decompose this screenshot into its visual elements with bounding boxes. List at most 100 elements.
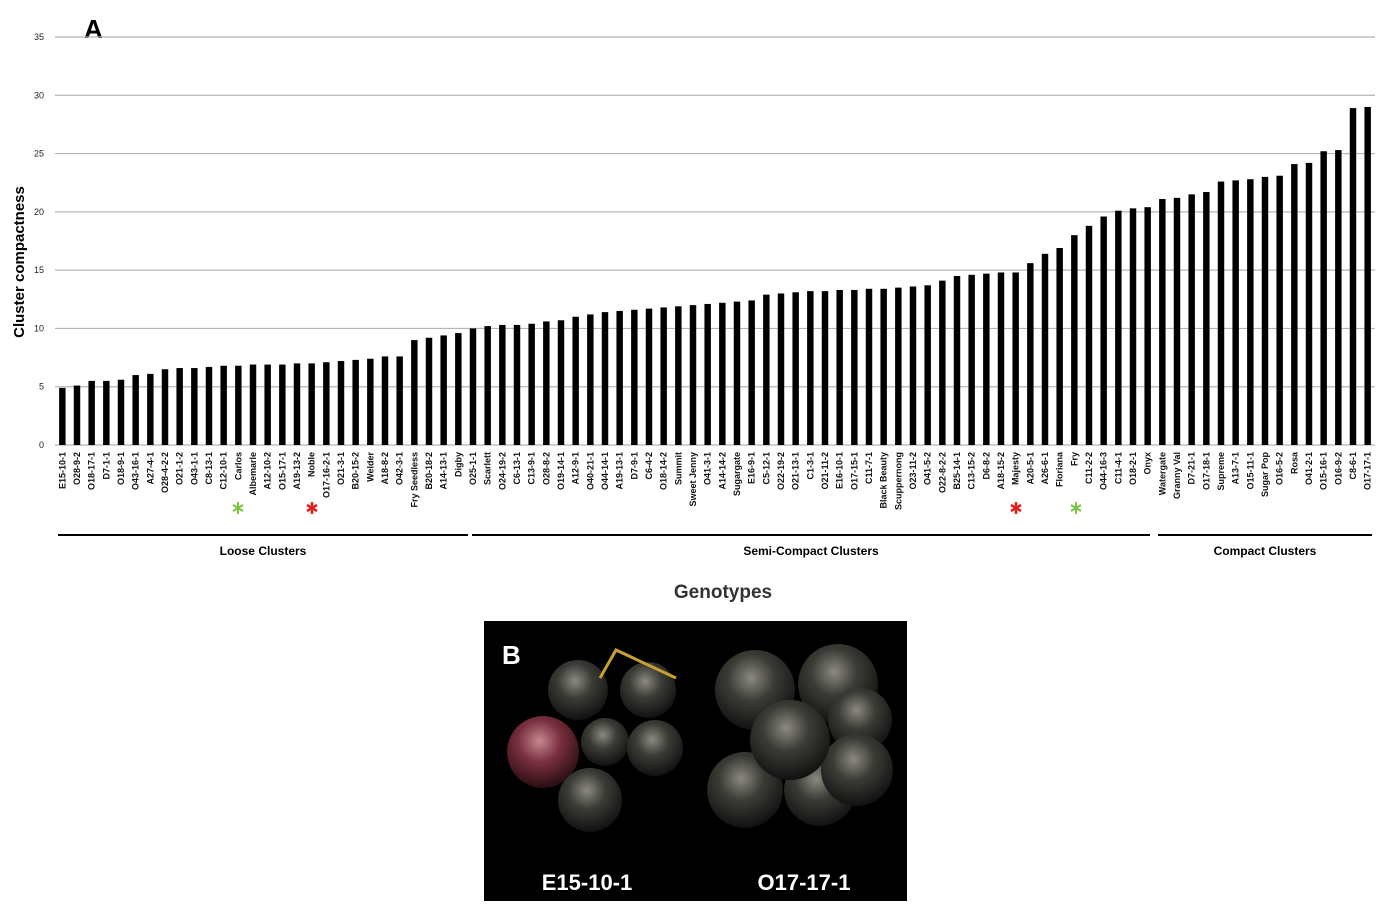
bar [558,320,564,445]
x-tick-label: Summit [673,452,683,485]
bar [983,274,989,445]
x-tick-label: O28-9-2 [72,452,82,485]
x-tick-label: Sugargate [732,452,742,496]
x-tick-label: C6-13-1 [512,452,522,485]
x-tick-label: O18-9-1 [116,452,126,485]
x-tick-label: A18-15-2 [996,452,1006,490]
x-tick-label: O17-15-1 [849,452,859,490]
x-tick-label: A19-13-1 [615,452,625,490]
bar [1188,194,1194,445]
bar [147,374,153,445]
panel-label: A [84,14,103,44]
figure: A Cluster compactness Genotypes Loose Cl… [0,0,1381,901]
bar [1012,272,1018,445]
bar [1306,163,1312,445]
x-tick-label: Rosa [1289,451,1299,474]
y-tick-label: 10 [34,323,44,333]
x-tick-label: C1-3-1 [805,452,815,480]
bar [132,375,138,445]
x-tick-label: C11-7-1 [864,452,874,484]
bar [1335,150,1341,445]
x-tick-label: O18-14-2 [659,452,669,490]
x-tick-label: Supreme [1216,452,1226,491]
bar [1203,192,1209,445]
x-tick-label: Scuppernong [893,452,903,510]
bar [382,356,388,445]
x-axis-label: Genotypes [674,582,772,603]
x-tick-label: C6-4-2 [644,452,654,480]
x-tick-label: O43-16-1 [131,452,141,490]
x-tick-label: Black Beauty [879,452,889,509]
bar [880,289,886,445]
bar [1276,176,1282,445]
x-tick-label: Scarlett [483,452,493,485]
bar [998,272,1004,445]
bar [851,290,857,445]
bar [1320,151,1326,445]
x-tick-label: A27-4-1 [145,452,155,485]
x-tick-label: A26-6-1 [1040,452,1050,485]
bar [895,288,901,445]
bar [1100,217,1106,445]
bar [250,365,256,445]
x-tick-label: D7-1-1 [101,452,111,480]
bar [294,363,300,445]
x-tick-label: O42-3-1 [395,452,405,485]
bar [264,365,270,445]
y-tick-label: 15 [34,265,44,275]
y-tick-label: 0 [39,440,44,450]
bar [396,356,402,445]
x-tick-label: Fry Seedless [409,452,419,508]
bar [220,366,226,445]
x-tick-label: O21-11-2 [820,452,830,490]
x-tick-label: D7-9-1 [629,452,639,480]
x-tick-label: O17-18-1 [1201,452,1211,490]
x-tick-label: Noble [307,452,317,477]
bar [866,289,872,445]
x-tick-label: O44-14-1 [600,452,610,490]
x-tick-label: B20-15-2 [351,452,361,490]
bar [572,317,578,445]
bar [470,328,476,445]
bar [616,311,622,445]
bar [587,314,593,445]
x-tick-label: Fry [1069,452,1079,466]
x-tick-label: O15-11-1 [1245,452,1255,490]
x-tick-label: O18-17-1 [87,452,97,490]
bar [939,281,945,445]
x-tick-label: O15-16-1 [1319,452,1329,490]
x-tick-label: Floriana [1055,451,1065,487]
x-tick-label: C13-15-2 [967,452,977,490]
bar [543,321,549,445]
x-tick-label: O21-13-1 [791,452,801,490]
x-tick-label: A12-9-1 [571,452,581,485]
x-tick-label: Carlos [233,452,243,480]
bar [924,285,930,445]
bar [514,325,520,445]
bar [1144,207,1150,445]
bar [1042,254,1048,445]
bar [1056,248,1062,445]
bar [103,381,109,445]
x-tick-label: C11-4-1 [1113,452,1123,484]
bar [631,310,637,445]
bar [499,325,505,445]
x-tick-label: Watergate [1157,452,1167,495]
bar [455,333,461,445]
x-tick-label: Albemarle [248,452,258,496]
bar [646,309,652,445]
bar [206,367,212,445]
x-tick-label: O25-1-1 [468,452,478,485]
bar [602,312,608,445]
x-tick-label: A20-5-1 [1025,452,1035,485]
star [1011,502,1021,514]
bar [660,307,666,445]
bar [235,366,241,445]
x-tick-label: O15-17-1 [277,452,287,490]
bar [74,386,80,445]
x-tick-label: O43-1-1 [189,452,199,485]
x-tick-label: Granny Val [1172,452,1182,499]
bar [59,388,65,445]
x-tick-label: E15-10-1 [57,452,67,489]
bar [1071,235,1077,445]
